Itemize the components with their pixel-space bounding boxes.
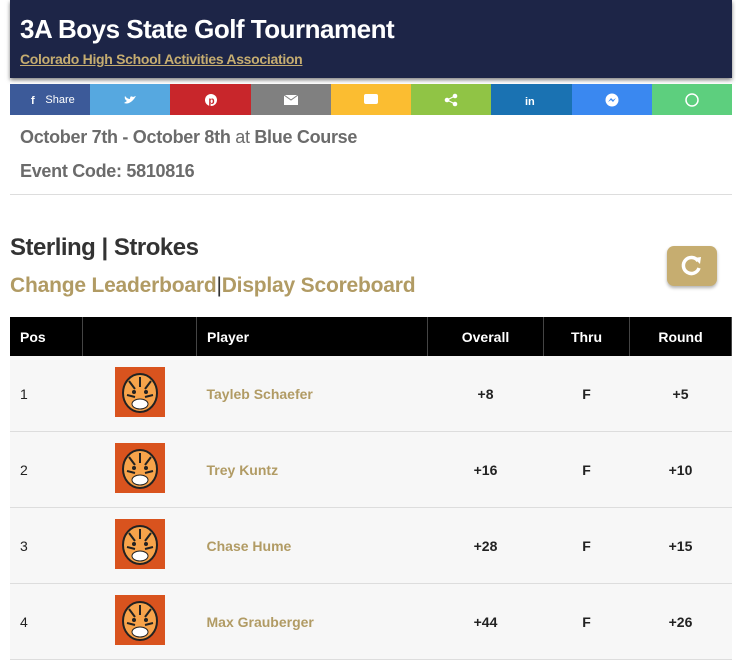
col-header: Pos — [10, 317, 83, 356]
at: at — [235, 127, 250, 147]
team-logo — [114, 367, 165, 417]
player-row[interactable]: 1 Tayleb Schaefer +8 F +5 — [10, 356, 732, 432]
position: 2 — [10, 431, 83, 508]
sms-share[interactable] — [330, 84, 412, 115]
team-logo-cell — [82, 507, 197, 584]
email-share[interactable] — [250, 84, 331, 115]
whatsapp-share[interactable] — [651, 84, 732, 115]
col-header: Round — [629, 317, 732, 356]
round: +5 — [629, 356, 732, 432]
player-name[interactable]: Tayleb Schaefer — [196, 356, 428, 432]
position: 4 — [10, 583, 83, 660]
player-row[interactable]: 2 Trey Kuntz +16 F +10 — [10, 431, 732, 508]
dates: October 7th - October 8th — [20, 127, 231, 147]
position: 3 — [10, 507, 83, 584]
team-logo-cell — [82, 431, 197, 508]
team-logo-cell — [82, 356, 197, 432]
overall: +44 — [427, 583, 544, 660]
venue: Blue Course — [254, 127, 358, 147]
team-logo-cell — [82, 583, 197, 660]
generic-share[interactable] — [411, 84, 492, 115]
player-name[interactable]: Max Grauberger — [196, 583, 428, 660]
code: 5810816 — [126, 161, 195, 181]
round: +10 — [629, 431, 732, 508]
header-row: Pos Player Overall Thru Round — [10, 317, 732, 356]
col-header: Thru — [543, 317, 630, 356]
organizer-link[interactable]: Colorado High School Activities Associat… — [20, 51, 303, 67]
overall: +28 — [427, 507, 544, 584]
change-leaderboard[interactable]: Change Leaderboard — [10, 274, 217, 297]
leaderboard-table: Pos Player Overall Thru Round 1 Tayleb Sc… — [10, 317, 732, 660]
pinterest-share[interactable]: p — [170, 84, 251, 115]
divider — [10, 194, 732, 195]
facebook-share[interactable]: f Share — [10, 84, 91, 115]
share-bar: f Share p in — [10, 84, 732, 115]
code-label: Event Code: — [20, 161, 122, 181]
thru: F — [543, 507, 630, 584]
thru: F — [543, 356, 630, 432]
col-header — [82, 317, 197, 356]
leaderboard-title: Sterling | Strokes — [10, 234, 199, 261]
display-scoreboard[interactable]: Display Scoreboard — [221, 274, 416, 297]
player-row[interactable]: 3 Chase Hume +28 F +15 — [10, 507, 732, 584]
svg-text:f: f — [31, 95, 35, 106]
thru: F — [543, 431, 630, 508]
share-label: Share — [45, 93, 75, 106]
col-header: Overall — [427, 317, 544, 356]
refresh-button[interactable] — [667, 246, 717, 286]
svg-text:in: in — [525, 96, 535, 106]
player-row[interactable]: 4 Max Grauberger +44 F +26 — [10, 583, 732, 660]
team-logo — [114, 519, 165, 569]
event-dates: October 7th - October 8th at Blue Course — [20, 127, 357, 148]
thru: F — [543, 583, 630, 660]
player-name[interactable]: Trey Kuntz — [196, 431, 428, 508]
team-logo — [114, 443, 165, 493]
linkedin-share[interactable]: in — [491, 84, 572, 115]
separator: | — [216, 274, 222, 297]
round: +15 — [629, 507, 732, 584]
header: 3A Boys State Golf Tournament Colorado H… — [10, 0, 732, 78]
overall: +8 — [427, 356, 544, 432]
svg-text:p: p — [208, 96, 214, 107]
position: 1 — [10, 356, 83, 432]
player-name[interactable]: Chase Hume — [196, 507, 428, 584]
round: +26 — [629, 583, 732, 660]
leaderboard-links: Change Leaderboard|Display Scoreboard — [10, 274, 416, 298]
event-code: Event Code: 5810816 — [20, 161, 195, 182]
col-header: Player — [196, 317, 428, 356]
twitter-share[interactable] — [90, 84, 171, 115]
messenger-share[interactable] — [571, 84, 652, 115]
overall: +16 — [427, 431, 544, 508]
team-logo — [114, 595, 165, 645]
event-title: 3A Boys State Golf Tournament — [20, 14, 395, 44]
